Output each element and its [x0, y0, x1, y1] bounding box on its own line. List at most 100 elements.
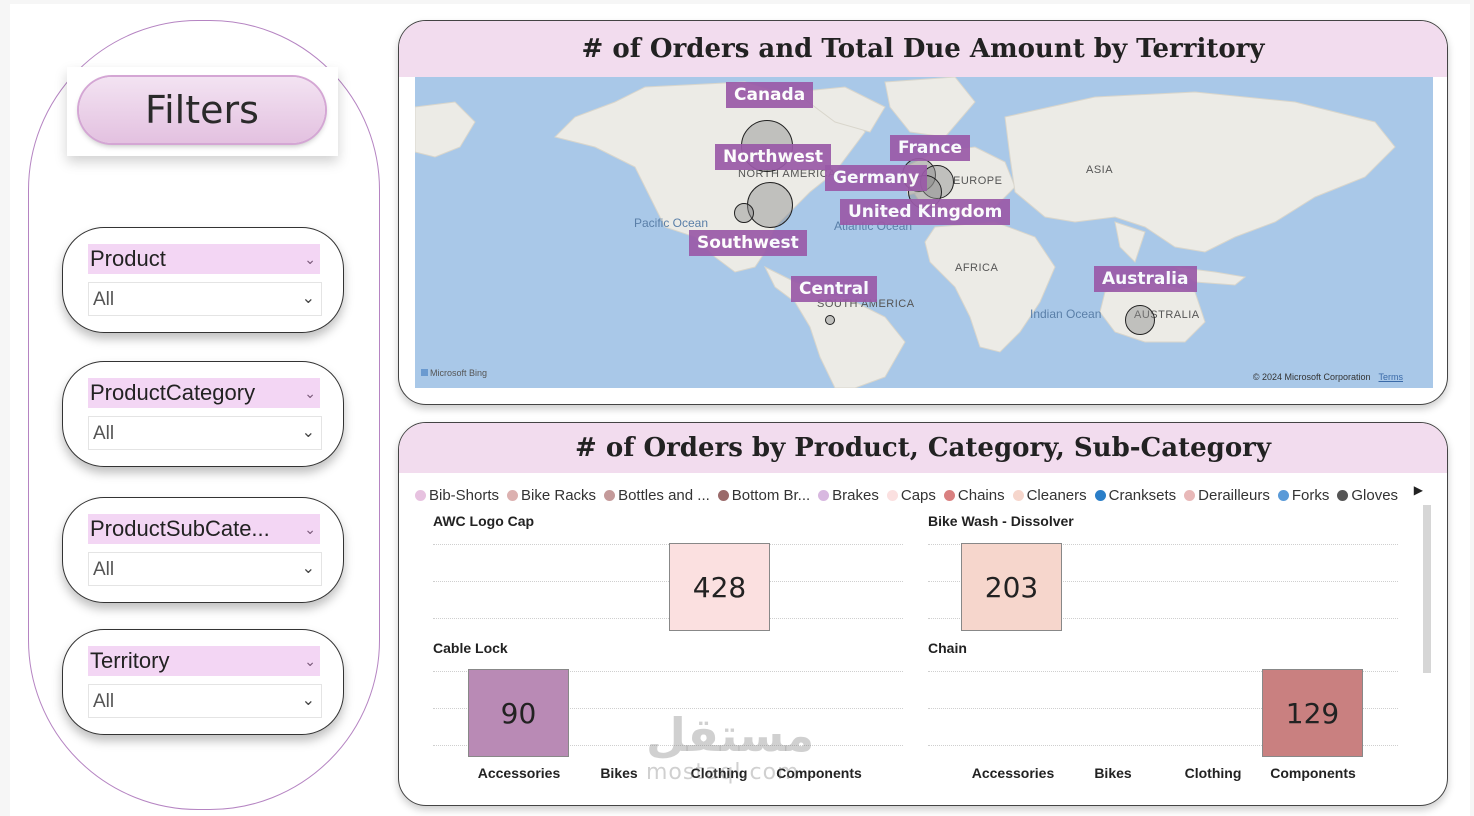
slicer-productcategory[interactable]: ProductCategory ⌄ All ⌄ [62, 361, 344, 467]
slicer-product-dropdown[interactable]: All ⌄ [88, 282, 322, 316]
gridline [928, 745, 1398, 746]
legend-dot-icon [604, 489, 616, 501]
map-label-france[interactable]: France [890, 135, 971, 161]
legend-item[interactable]: Bib-Shorts [415, 483, 499, 507]
gridline [928, 618, 1398, 619]
orders-by-product-card[interactable]: # of Orders by Product, Category, Sub-Ca… [398, 422, 1448, 806]
slicer-productsubcategory-header[interactable]: ProductSubCate... ⌄ [88, 514, 320, 544]
legend-item[interactable]: Derailleurs [1184, 483, 1270, 507]
world-land-shapes [415, 77, 1396, 388]
chevron-down-icon[interactable]: ⌄ [301, 560, 315, 577]
map-bubble-australia[interactable] [1125, 305, 1155, 335]
legend-dot-icon [1012, 489, 1024, 501]
bing-logo-text: Microsoft Bing [430, 368, 488, 378]
x-tick-label: Components [1270, 765, 1356, 781]
slicer-productcategory-value: All [93, 423, 115, 444]
chevron-down-icon[interactable]: ⌄ [301, 424, 315, 441]
legend-item[interactable]: Bottom Br... [717, 483, 811, 507]
map-label-canada[interactable]: Canada [726, 82, 814, 108]
map-label-central[interactable]: Central [791, 276, 877, 302]
x-tick-label: Components [776, 765, 862, 781]
chart-legend[interactable]: Bib-Shorts Bike Racks Bottles and ... Botto… [415, 483, 1415, 507]
legend-label: Bike Racks [521, 486, 597, 504]
territory-map[interactable]: NORTH AMERICA SOUTH AMERICA EUROPE ASIA … [415, 77, 1433, 388]
chevron-down-icon[interactable]: ⌄ [304, 521, 316, 537]
orders-by-product-title: # of Orders by Product, Category, Sub-Ca… [399, 423, 1447, 473]
panel-bike-wash-dissolver: Bike Wash - Dissolver 203 [928, 513, 1408, 639]
gridline [928, 708, 1398, 709]
map-label-southwest[interactable]: Southwest [689, 230, 807, 256]
vertical-scrollbar[interactable] [1423, 505, 1431, 673]
map-bubble-southwest[interactable] [747, 182, 793, 228]
value-cell[interactable]: 129 [1262, 669, 1363, 757]
chevron-down-icon[interactable]: ⌄ [304, 653, 316, 669]
value-cell[interactable]: 90 [468, 669, 569, 757]
filters-header-card: Filters [67, 67, 338, 156]
x-tick-label: Clothing [1184, 765, 1242, 781]
legend-item[interactable]: Bike Racks [507, 483, 596, 507]
legend-item[interactable]: Bottles and ... [604, 483, 710, 507]
slicer-productsubcategory-dropdown[interactable]: All ⌄ [88, 552, 322, 586]
map-terms-link[interactable]: Terms [1378, 372, 1404, 382]
map-visual-card[interactable]: # of Orders and Total Due Amount by Terr… [398, 20, 1448, 405]
legend-dot-icon [507, 489, 519, 501]
legend-item[interactable]: Forks [1277, 483, 1329, 507]
slicer-product-label: Product [90, 246, 166, 271]
legend-item[interactable]: Chains [943, 483, 1005, 507]
legend-item[interactable]: Gloves [1337, 483, 1398, 507]
legend-dot-icon [415, 489, 426, 501]
map-copyright-text: © 2024 Microsoft Corporation [1252, 372, 1371, 382]
value-cell[interactable]: 428 [669, 543, 770, 631]
legend-label: Bottom Br... [731, 486, 811, 504]
legend-label: Caps [900, 486, 936, 504]
gridline [433, 581, 903, 582]
map-label-northwest[interactable]: Northwest [715, 144, 831, 170]
map-label-germany[interactable]: Germany [825, 165, 928, 191]
value-cell[interactable]: 203 [961, 543, 1062, 631]
slicer-territory[interactable]: Territory ⌄ All ⌄ [62, 629, 344, 735]
gridline [433, 671, 903, 672]
bing-logo: Microsoft Bing [421, 368, 487, 378]
legend-next-arrow-icon[interactable]: ▶ [1413, 483, 1423, 497]
legend-label: Cleaners [1026, 486, 1087, 504]
slicer-territory-header[interactable]: Territory ⌄ [88, 646, 320, 676]
x-tick-label: Clothing [690, 765, 748, 781]
legend-dot-icon [886, 489, 898, 501]
chevron-down-icon[interactable]: ⌄ [304, 251, 316, 267]
panel-chain: Chain 129 [928, 640, 1408, 766]
map-bubble-northwest[interactable] [734, 203, 754, 223]
legend-item[interactable]: Cleaners [1012, 483, 1087, 507]
panel-awc-logo-cap: AWC Logo Cap 428 [433, 513, 913, 639]
gridline [433, 708, 903, 709]
legend-label: Gloves [1351, 486, 1399, 504]
geo-label-asia: ASIA [1086, 164, 1114, 176]
map-label-australia[interactable]: Australia [1094, 266, 1197, 292]
map-visual-title: # of Orders and Total Due Amount by Terr… [399, 21, 1447, 77]
legend-dot-icon [1184, 489, 1196, 501]
geo-label-africa: AFRICA [955, 262, 999, 274]
panel-cable-lock: Cable Lock 90 [433, 640, 913, 766]
slicer-product-header[interactable]: Product ⌄ [88, 244, 320, 274]
panel-title: Cable Lock [433, 640, 508, 656]
legend-item[interactable]: Cranksets [1094, 483, 1176, 507]
gridline [928, 671, 1398, 672]
slicer-product[interactable]: Product ⌄ All ⌄ [62, 227, 344, 333]
slicer-productsubcategory[interactable]: ProductSubCate... ⌄ All ⌄ [62, 497, 344, 603]
chevron-down-icon[interactable]: ⌄ [304, 385, 316, 401]
slicer-territory-dropdown[interactable]: All ⌄ [88, 684, 322, 718]
legend-dot-icon [943, 489, 955, 501]
legend-item[interactable]: Caps [886, 483, 936, 507]
legend-label: Bottles and ... [618, 486, 710, 504]
legend-item[interactable]: Brakes [818, 483, 879, 507]
legend-label: Bib-Shorts [429, 486, 500, 504]
slicer-productcategory-header[interactable]: ProductCategory ⌄ [88, 378, 320, 408]
x-tick-label: Bikes [1094, 765, 1132, 781]
slicer-product-value: All [93, 289, 115, 310]
chevron-down-icon[interactable]: ⌄ [301, 692, 315, 709]
map-label-united-kingdom[interactable]: United Kingdom [840, 199, 1011, 225]
x-tick-label: Bikes [600, 765, 638, 781]
chevron-down-icon[interactable]: ⌄ [301, 290, 315, 307]
slicer-productcategory-dropdown[interactable]: All ⌄ [88, 416, 322, 450]
map-bubble-central[interactable] [825, 315, 835, 325]
gridline [433, 544, 903, 545]
